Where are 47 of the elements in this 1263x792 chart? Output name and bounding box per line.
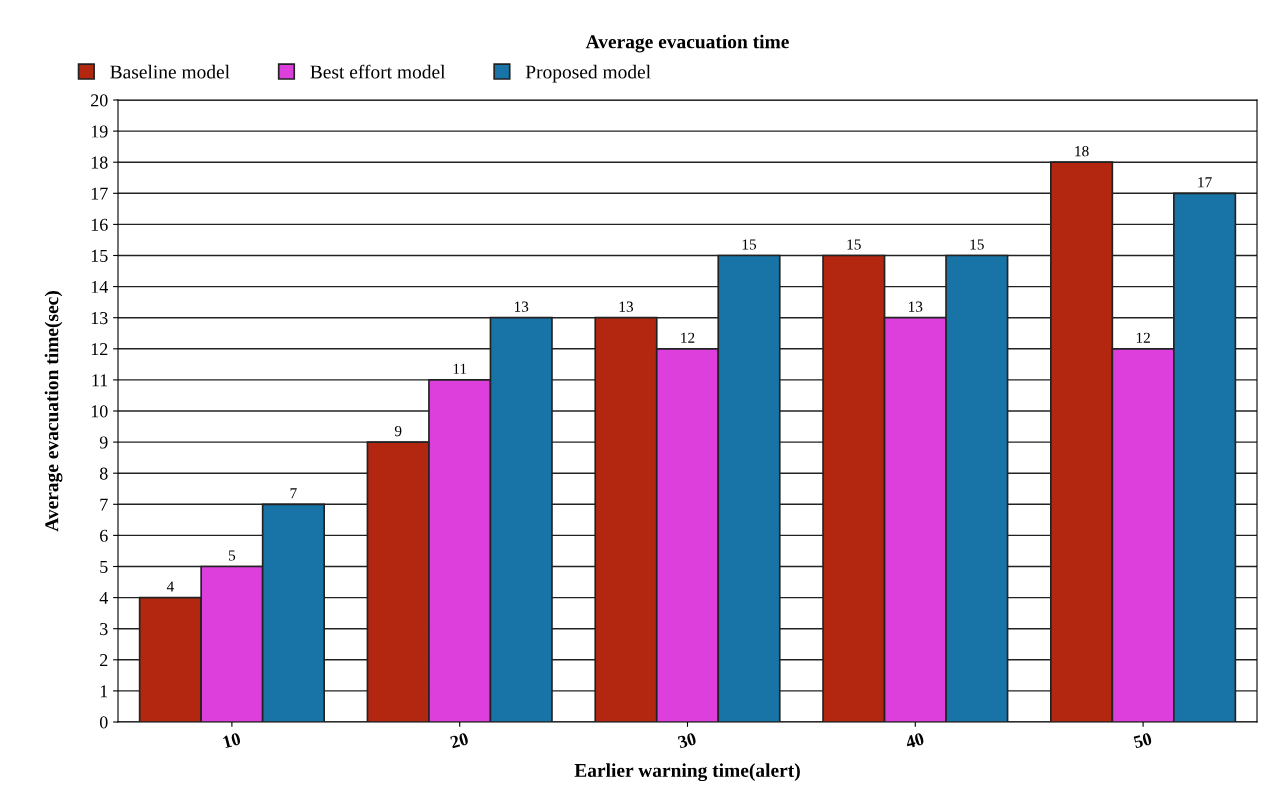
legend-label: Baseline model xyxy=(110,64,230,79)
x-tick-label: 10 xyxy=(222,732,242,749)
x-tick-label: 40 xyxy=(904,732,925,749)
y-tick-label: 8 xyxy=(99,467,108,480)
y-axis-title: Average evacuation time(sec) xyxy=(44,291,63,532)
data-label: 18 xyxy=(1075,146,1089,157)
data-label: 13 xyxy=(619,301,634,312)
y-tick-label: 4 xyxy=(99,591,108,604)
y-tick-label: 5 xyxy=(100,560,108,573)
y-tick-label: 9 xyxy=(99,436,108,449)
data-label: 13 xyxy=(909,301,923,312)
data-label: 15 xyxy=(970,239,984,250)
data-label: 7 xyxy=(290,488,297,499)
y-tick-label: 7 xyxy=(100,498,108,511)
y-tick-label: 2 xyxy=(100,654,108,667)
y-tick-label: 18 xyxy=(91,156,108,169)
y-tick-label: 14 xyxy=(91,280,108,293)
data-label: 4 xyxy=(166,581,174,592)
y-tick-label: 15 xyxy=(91,249,108,262)
y-tick-label: 3 xyxy=(100,623,108,636)
data-label: 12 xyxy=(681,332,695,343)
y-tick-label: 16 xyxy=(91,218,108,231)
y-tick-label: 6 xyxy=(100,529,108,542)
data-label: 17 xyxy=(1198,177,1212,188)
x-axis-title: Earlier warning time(alert) xyxy=(574,763,800,782)
data-label: 12 xyxy=(1136,332,1150,343)
y-tick-label: 1 xyxy=(100,685,108,698)
legend-label: Proposed model xyxy=(525,64,651,83)
data-label: 15 xyxy=(847,239,861,250)
legend-label: Best effort model xyxy=(310,64,446,79)
y-tick-label: 10 xyxy=(91,405,108,418)
data-label: 13 xyxy=(514,301,529,312)
chart-title: Average evacuation time xyxy=(585,34,789,53)
y-tick-label: 12 xyxy=(91,343,108,356)
y-tick-label: 19 xyxy=(91,125,108,138)
x-tick-label: 30 xyxy=(677,732,697,749)
y-tick-label: 11 xyxy=(92,374,108,387)
data-label: 9 xyxy=(394,425,402,437)
data-label: 11 xyxy=(453,363,467,374)
y-tick-label: 13 xyxy=(91,312,108,325)
x-tick-label: 20 xyxy=(449,732,469,749)
x-tick-label: 50 xyxy=(1133,732,1153,749)
y-tick-label: 20 xyxy=(91,94,108,107)
y-tick-label: 0 xyxy=(99,716,108,729)
data-label: 5 xyxy=(228,550,236,561)
y-tick-label: 17 xyxy=(91,187,108,200)
data-label: 15 xyxy=(742,239,757,250)
